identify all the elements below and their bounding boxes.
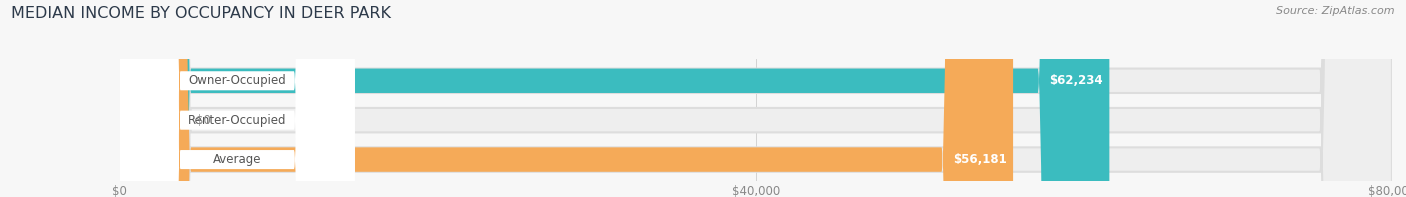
FancyBboxPatch shape [120,0,1014,197]
Text: MEDIAN INCOME BY OCCUPANCY IN DEER PARK: MEDIAN INCOME BY OCCUPANCY IN DEER PARK [11,6,391,21]
FancyBboxPatch shape [120,0,354,197]
Text: $62,234: $62,234 [1049,74,1102,87]
FancyBboxPatch shape [120,0,354,197]
FancyBboxPatch shape [120,0,1392,197]
Text: Source: ZipAtlas.com: Source: ZipAtlas.com [1277,6,1395,16]
FancyBboxPatch shape [120,0,1109,197]
Text: $56,181: $56,181 [953,153,1007,166]
FancyBboxPatch shape [120,0,183,197]
FancyBboxPatch shape [120,0,1392,197]
Text: $0: $0 [195,114,211,127]
Text: Average: Average [212,153,262,166]
Text: Renter-Occupied: Renter-Occupied [188,114,287,127]
FancyBboxPatch shape [120,0,354,197]
Text: Owner-Occupied: Owner-Occupied [188,74,285,87]
FancyBboxPatch shape [120,0,1392,197]
